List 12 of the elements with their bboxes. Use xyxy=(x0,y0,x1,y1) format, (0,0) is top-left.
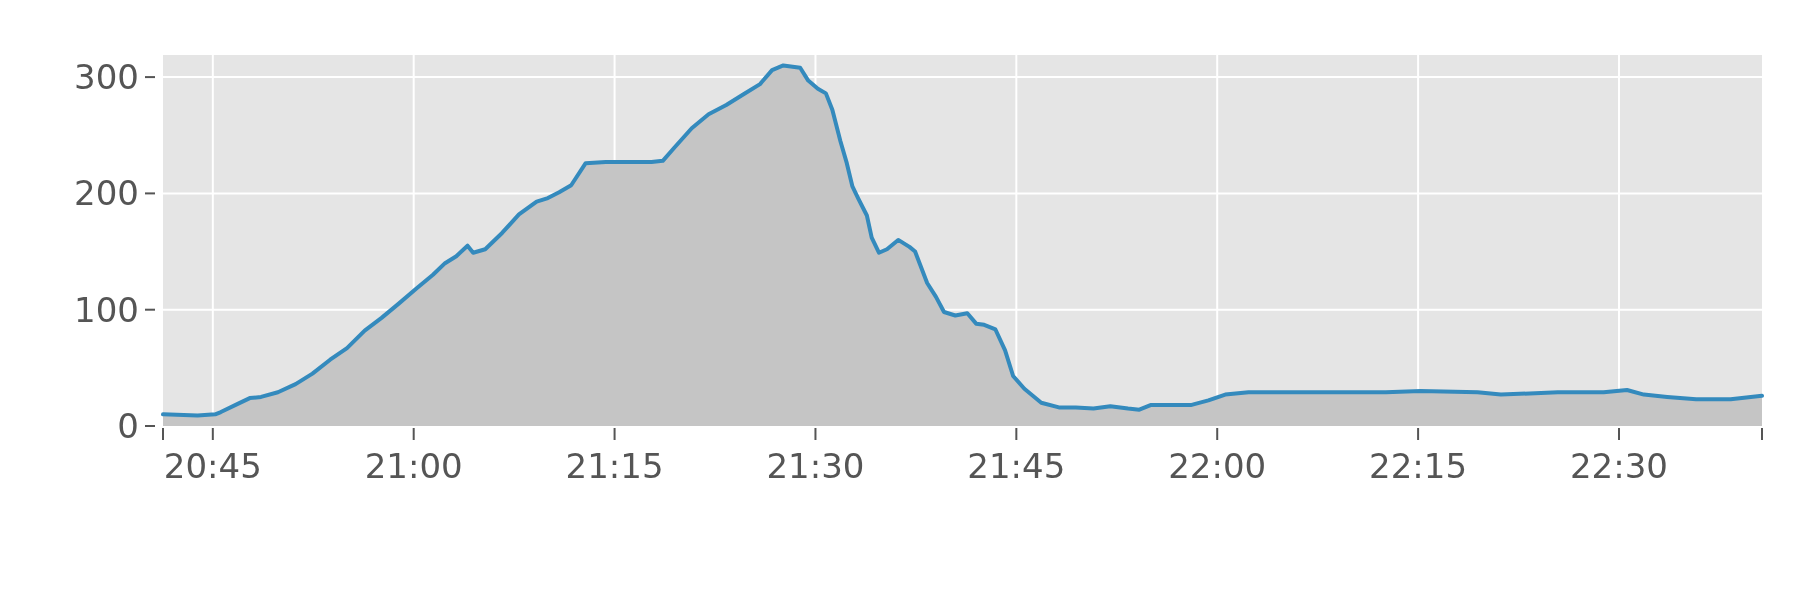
x-tick-label: 22:30 xyxy=(1569,446,1668,486)
x-tick-label: 22:15 xyxy=(1369,446,1468,486)
y-tick-label: 300 xyxy=(74,57,139,97)
y-tick-label: 200 xyxy=(74,173,139,214)
x-tick-label: 22:00 xyxy=(1168,446,1267,486)
y-tick-label: 0 xyxy=(117,405,139,446)
x-tick-label: 21:15 xyxy=(565,446,664,486)
x-tick-label: 21:30 xyxy=(766,446,865,486)
y-tick-label: 100 xyxy=(74,289,139,330)
x-tick-label: 20:45 xyxy=(163,446,262,486)
x-tick-label: 21:45 xyxy=(967,446,1066,486)
x-tick-label: 21:00 xyxy=(364,446,463,486)
